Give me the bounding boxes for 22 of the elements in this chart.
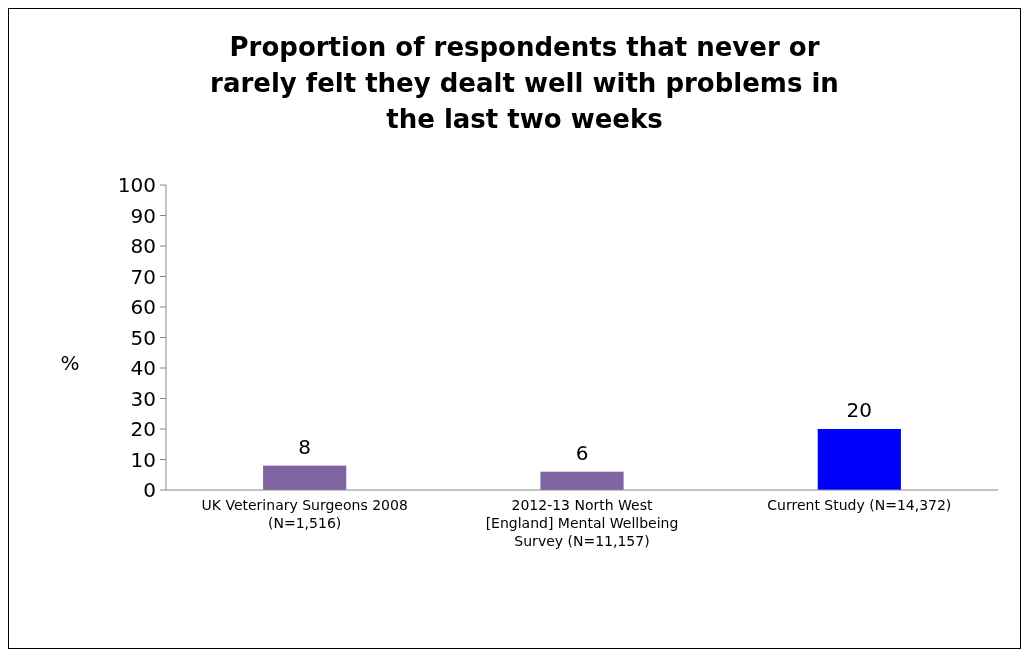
bar	[263, 465, 347, 490]
y-tick-label: 40	[130, 356, 156, 380]
y-tick-label: 60	[130, 295, 156, 319]
bar	[540, 471, 624, 490]
y-tick-label: 0	[143, 478, 156, 502]
y-tick-label: 10	[130, 447, 156, 472]
data-label: 20	[846, 398, 873, 422]
y-tick-label: 20	[130, 417, 156, 441]
y-tick-label: 70	[130, 264, 156, 289]
data-label: 6	[575, 440, 589, 465]
y-axis-title: %	[60, 351, 80, 375]
data-label: 8	[298, 434, 312, 459]
x-tick-label: UK Veterinary Surgeons 2008 (N=1,516)	[201, 497, 408, 531]
y-tick-label: 90	[130, 203, 156, 228]
y-tick-label: 100	[117, 173, 156, 197]
x-tick-label: 2012-13 North West [England] Mental Wellbeing Survey (N=11,157)	[485, 497, 679, 549]
y-tick-label: 50	[130, 325, 156, 350]
y-tick-label: 80	[130, 234, 156, 258]
x-tick-label: Current Study (N=14,372)	[767, 497, 952, 513]
y-tick-label: 30	[130, 386, 156, 411]
chart-title: Proportion of respondents that never or rarely felt they dealt well with problems in the last two weeks	[210, 32, 839, 134]
bar	[817, 429, 901, 490]
